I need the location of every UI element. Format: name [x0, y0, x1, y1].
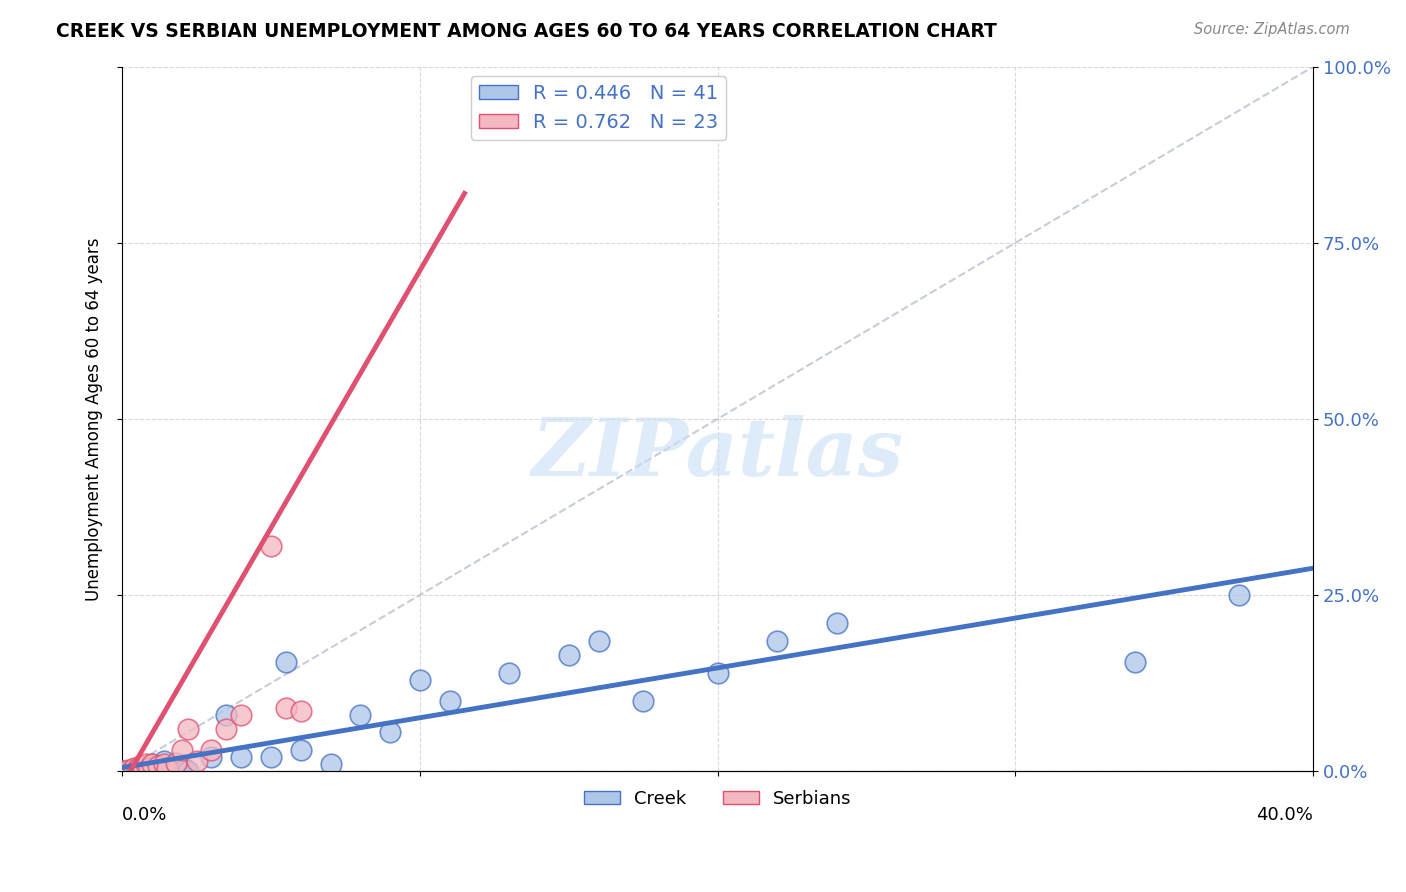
Point: [132, 763, 155, 777]
Point: [125, 762, 148, 776]
Text: 40.0%: 40.0%: [1257, 806, 1313, 824]
Point: [409, 673, 432, 687]
Point: [135, 757, 157, 772]
Point: [215, 707, 238, 722]
Point: [129, 758, 152, 772]
Point: [588, 633, 610, 648]
Point: [200, 750, 222, 764]
Point: [290, 743, 312, 757]
Point: [186, 754, 208, 768]
Point: [132, 764, 155, 779]
Point: [260, 750, 283, 764]
Legend: Creek, Serbians: Creek, Serbians: [576, 782, 859, 815]
Point: [152, 757, 174, 772]
Point: [498, 665, 520, 680]
Point: [215, 722, 238, 736]
Point: [162, 762, 184, 776]
Point: [120, 764, 142, 779]
Point: [129, 764, 152, 779]
Text: CREEK VS SERBIAN UNEMPLOYMENT AMONG AGES 60 TO 64 YEARS CORRELATION CHART: CREEK VS SERBIAN UNEMPLOYMENT AMONG AGES…: [56, 22, 997, 41]
Point: [141, 761, 163, 775]
Point: [146, 762, 169, 776]
Point: [117, 763, 139, 777]
Point: [156, 764, 179, 779]
Point: [558, 648, 581, 662]
Point: [231, 750, 253, 764]
Point: [146, 758, 169, 772]
Point: [125, 762, 148, 776]
Point: [766, 633, 789, 648]
Point: [135, 764, 157, 778]
Point: [825, 616, 848, 631]
Point: [274, 700, 297, 714]
Point: [176, 722, 198, 736]
Point: [159, 761, 181, 775]
Point: [165, 756, 187, 770]
Point: [1123, 655, 1146, 669]
Point: [231, 707, 253, 722]
Point: [290, 704, 312, 718]
Point: [176, 764, 198, 779]
Point: [349, 707, 371, 722]
Point: [138, 761, 160, 775]
Point: [439, 694, 461, 708]
Point: [152, 754, 174, 768]
Point: [1227, 588, 1250, 602]
Point: [260, 539, 283, 553]
Point: [141, 757, 163, 772]
Point: [170, 761, 193, 775]
Point: [706, 665, 728, 680]
Text: ZIPatlas: ZIPatlas: [531, 416, 904, 493]
Y-axis label: Unemployment Among Ages 60 to 64 years: Unemployment Among Ages 60 to 64 years: [86, 237, 103, 600]
Point: [138, 764, 160, 779]
Text: Source: ZipAtlas.com: Source: ZipAtlas.com: [1194, 22, 1350, 37]
Point: [122, 764, 145, 779]
Point: [111, 764, 134, 779]
Point: [156, 761, 179, 775]
Point: [631, 694, 654, 708]
Point: [200, 743, 222, 757]
Point: [120, 763, 142, 777]
Point: [165, 764, 187, 779]
Point: [170, 743, 193, 757]
Text: 0.0%: 0.0%: [122, 806, 167, 824]
Point: [149, 764, 172, 779]
Point: [378, 725, 401, 739]
Point: [173, 762, 195, 776]
Point: [319, 757, 342, 772]
Point: [111, 764, 134, 779]
Point: [117, 764, 139, 779]
Point: [274, 655, 297, 669]
Point: [141, 757, 163, 772]
Point: [122, 761, 145, 775]
